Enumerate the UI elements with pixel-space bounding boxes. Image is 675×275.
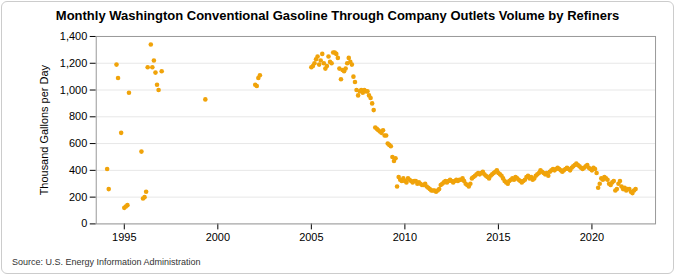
svg-text:2015: 2015 [486,231,510,243]
svg-text:1995: 1995 [112,231,136,243]
svg-text:1,000: 1,000 [60,84,87,96]
svg-text:800: 800 [69,110,87,122]
svg-text:400: 400 [69,164,87,176]
svg-text:600: 600 [69,137,87,149]
html-text:Source: U.S. Energy Informatio: Source: U.S. Energy Information Administ… [12,257,201,267]
svg-text:2010: 2010 [393,231,417,243]
svg-text:2005: 2005 [299,231,323,243]
svg-text:Thousand Gallons per Day: Thousand Gallons per Day [38,65,50,196]
svg-text:2020: 2020 [580,231,604,243]
svg-text:2000: 2000 [206,231,230,243]
svg-text:1,400: 1,400 [60,30,87,42]
svg-text:1,200: 1,200 [60,57,87,69]
html-text:Monthly Washington Conventiona: Monthly Washington Conventional Gasoline… [55,8,620,23]
svg-text:0: 0 [81,217,87,229]
svg-text:200: 200 [69,191,87,203]
